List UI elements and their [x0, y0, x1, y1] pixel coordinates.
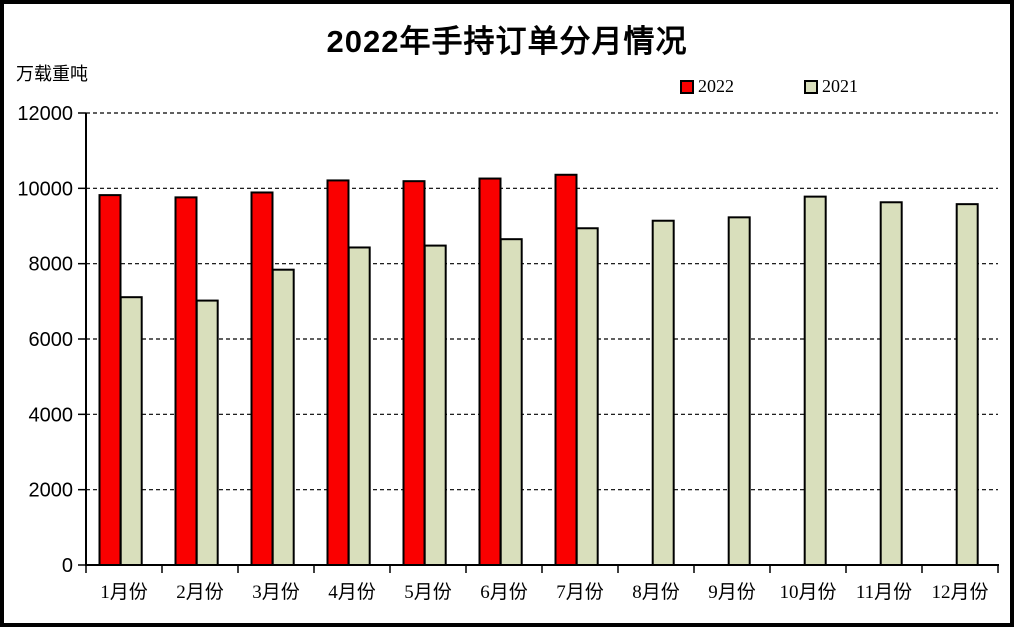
- bar-2021-month-4: [347, 246, 371, 566]
- bar-2021-month-1: [119, 296, 143, 566]
- x-category-label-3: 3月份: [252, 581, 300, 603]
- x-category-label-2: 2月份: [176, 581, 224, 603]
- legend-label-2022: 2022: [698, 76, 734, 96]
- legend-label-2021: 2021: [822, 76, 858, 96]
- y-tick-label-8000: 8000: [29, 254, 74, 276]
- y-tick-label-12000: 12000: [17, 103, 73, 125]
- legend-swatch-2022-icon: [680, 79, 694, 94]
- bar-2021-month-12: [955, 203, 979, 567]
- bar-2021-month-7: [575, 227, 599, 566]
- y-tick-label-6000: 6000: [29, 329, 74, 351]
- bar-2021-month-3: [271, 268, 295, 566]
- x-category-label-8: 8月份: [632, 581, 680, 603]
- bar-2021-month-11: [879, 201, 903, 567]
- x-category-label-11: 11月份: [856, 581, 912, 603]
- bar-2021-month-9: [727, 216, 751, 566]
- y-axis-unit-label: 万载重吨: [16, 64, 88, 84]
- bar-2022-month-2: [174, 196, 198, 567]
- bar-2021-month-10: [803, 195, 827, 566]
- bar-2021-month-2: [195, 299, 219, 566]
- chart-title: 2022年手持订单分月情况: [326, 24, 688, 59]
- y-tick-label-10000: 10000: [17, 178, 73, 200]
- bar-2022-month-3: [250, 191, 274, 567]
- legend-swatch-2021-icon: [804, 79, 818, 94]
- bar-2021-month-8: [651, 219, 675, 567]
- legend-item-2021: 2021: [804, 76, 858, 97]
- legend-item-2022: 2022: [680, 76, 734, 97]
- bar-2022-month-5: [402, 180, 426, 566]
- y-tick-label-0: 0: [62, 555, 73, 577]
- x-category-label-10: 10月份: [779, 581, 836, 603]
- bar-2022-month-1: [98, 194, 122, 566]
- bar-2022-month-4: [326, 179, 350, 566]
- bar-2022-month-6: [478, 177, 502, 566]
- legend: 2022 2021: [0, 76, 1014, 96]
- x-category-label-5: 5月份: [404, 581, 452, 603]
- x-category-label-1: 1月份: [100, 581, 148, 603]
- y-tick-label-2000: 2000: [29, 480, 74, 502]
- x-category-label-12: 12月份: [931, 581, 988, 603]
- x-category-label-6: 6月份: [480, 581, 528, 603]
- x-category-label-9: 9月份: [708, 581, 756, 603]
- bar-2022-month-7: [554, 173, 578, 566]
- x-category-label-4: 4月份: [328, 581, 376, 603]
- bar-2021-month-6: [499, 238, 523, 567]
- y-tick-label-4000: 4000: [29, 404, 74, 426]
- bar-2021-month-5: [423, 244, 447, 566]
- x-category-label-7: 7月份: [556, 581, 604, 603]
